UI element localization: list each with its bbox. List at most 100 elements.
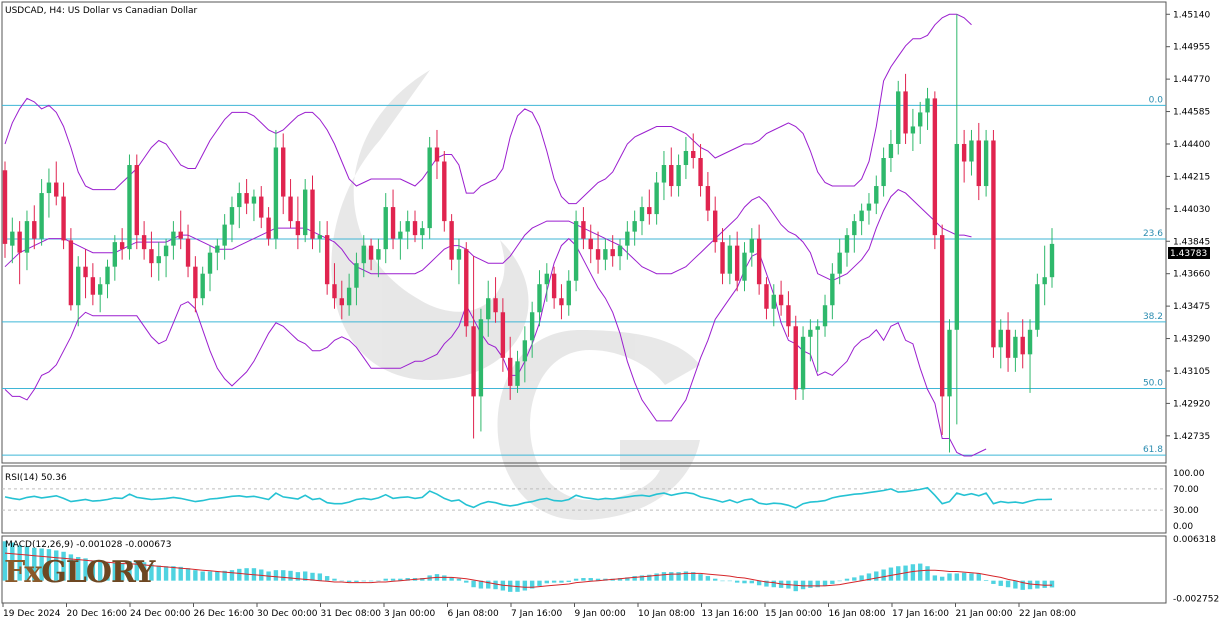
candle-body: [961, 143, 967, 162]
candle-body: [537, 284, 542, 313]
candle-body: [442, 161, 447, 222]
candle-body: [156, 256, 161, 264]
candle-body: [405, 221, 410, 232]
macd-histogram-bar: [691, 572, 696, 581]
candle-body: [837, 252, 842, 274]
candle-body: [727, 245, 733, 274]
candle-body: [339, 298, 344, 306]
macd-histogram-bar: [324, 576, 330, 581]
macd-histogram-bar: [215, 571, 220, 581]
macd-histogram-bar: [559, 580, 564, 583]
price-tick-label: 1.44400: [1173, 140, 1210, 150]
candle-body: [874, 186, 879, 204]
candle-body: [83, 266, 88, 278]
candle-body: [376, 249, 381, 260]
macd-histogram-bar: [127, 560, 132, 581]
candle-body: [251, 196, 257, 204]
macd-histogram-bar: [332, 578, 337, 581]
macd-histogram-bar: [39, 548, 44, 581]
macd-histogram-bar: [141, 562, 147, 581]
macd-histogram-bar: [588, 578, 593, 581]
candle-body: [112, 242, 118, 267]
price-tick-label: 1.44585: [1173, 108, 1210, 118]
macd-pane-border: [1, 535, 1167, 604]
candle-body: [625, 231, 630, 246]
macd-histogram-bar: [830, 580, 835, 584]
candle-body: [654, 182, 659, 215]
macd-histogram-bar: [222, 570, 227, 581]
candle-body: [830, 273, 835, 306]
candle-body: [603, 249, 608, 260]
macd-histogram-bar: [54, 550, 59, 581]
macd-histogram-bar: [822, 580, 828, 586]
candle-body: [259, 196, 264, 218]
macd-histogram-bar: [464, 580, 469, 583]
price-axis[interactable]: 1.45140 1.44955 1.44770 1.44585 1.44400 1.442…: [1166, 10, 1210, 442]
price-tick-label: 1.44955: [1173, 43, 1210, 53]
candle-body: [705, 186, 711, 211]
candle-body: [46, 182, 52, 194]
macd-histogram-bar: [844, 578, 850, 581]
bollinger-lower-line: [4, 237, 987, 457]
time-axis[interactable]: 19 Dec 2024 20 Dec 16:00 24 Dec 00:00 26 De…: [2, 603, 1076, 619]
macd-histogram-bar: [376, 580, 381, 582]
macd-histogram-bar: [346, 580, 352, 582]
candle-body: [515, 361, 520, 386]
candle-body: [2, 170, 8, 244]
macd-histogram-bar: [581, 578, 586, 581]
time-tick-label: 13 Jan 16:00: [702, 609, 759, 619]
candle-body: [756, 238, 762, 285]
macd-histogram-bar: [302, 571, 308, 581]
macd-histogram-bar: [156, 565, 161, 581]
macd-histogram-bar: [486, 580, 491, 589]
price-tick-label: 1.42735: [1173, 432, 1210, 442]
candle-body: [171, 231, 176, 246]
fib-label: 50.0: [1143, 379, 1163, 389]
candle-body: [734, 245, 740, 281]
macd-histogram-bar: [617, 578, 623, 581]
candle-body: [954, 143, 960, 330]
time-tick-label: 7 Jan 16:00: [511, 609, 563, 619]
macd-histogram-bar: [720, 580, 725, 582]
macd-histogram-bar: [969, 573, 974, 581]
macd-histogram-bar: [771, 580, 776, 588]
candle-body: [742, 252, 747, 281]
candle-body: [61, 196, 66, 241]
candle-body: [698, 158, 703, 187]
macd-histogram-bar: [68, 554, 74, 581]
rsi-line: [4, 486, 1053, 509]
candle-body: [76, 266, 81, 306]
fib-label: 61.8: [1143, 445, 1163, 455]
macd-histogram-bar: [661, 572, 667, 581]
macd-histogram-bar: [1049, 580, 1055, 588]
macd-histogram-bar: [793, 580, 798, 592]
main-pane-border: [1, 1, 1167, 464]
macd-histogram-bar: [888, 567, 894, 581]
macd-histogram-bar: [544, 580, 550, 584]
macd-histogram-bar: [361, 580, 366, 582]
candle-body: [844, 235, 850, 253]
candle-body: [969, 140, 974, 162]
candle-body: [500, 312, 506, 358]
macd-histogram-bar: [61, 551, 66, 581]
fxglory-logo: FxGLORY: [4, 558, 155, 588]
candle-body: [888, 143, 894, 159]
candle-body: [610, 249, 615, 257]
candle-body: [581, 221, 586, 239]
candle-body: [449, 221, 454, 260]
macd-histogram-bar: [46, 549, 52, 581]
macd-histogram-bar: [705, 576, 711, 581]
macd-histogram-bar: [317, 573, 323, 581]
macd-histogram-bar: [925, 566, 930, 581]
macd-histogram-bar: [537, 580, 542, 586]
macd-histogram-bar: [698, 574, 703, 581]
candle-body: [434, 147, 440, 162]
fib-label: 38.2: [1143, 312, 1163, 322]
candle-body: [551, 273, 557, 299]
rsi-indicator: 100.00 70.00 30.00 0.00: [2, 469, 1205, 532]
price-tick-label: 1.43475: [1173, 302, 1210, 312]
macd-histogram-bar: [112, 562, 118, 581]
fib-label: 23.6: [1143, 229, 1163, 239]
